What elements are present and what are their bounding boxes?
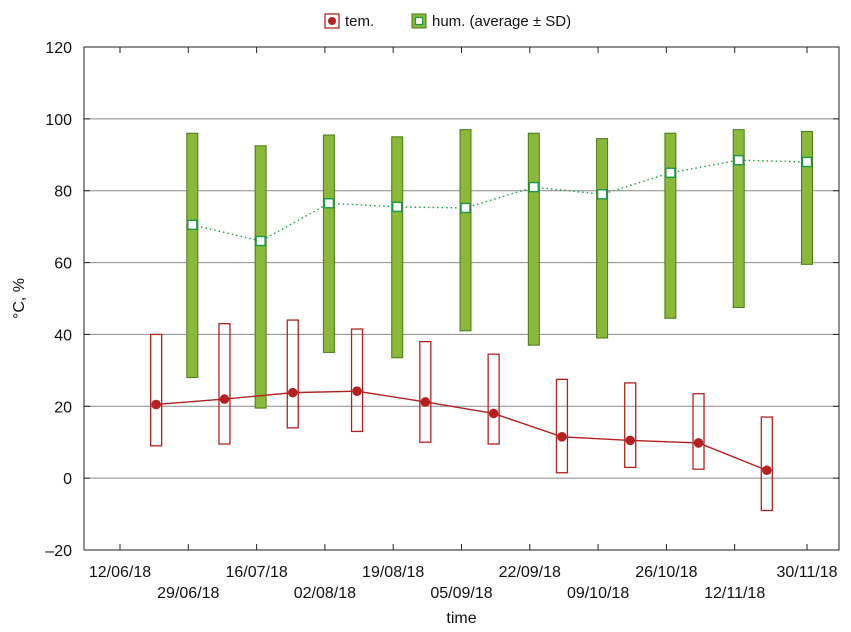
y-tick-label: 120 — [45, 40, 72, 57]
legend: tem. hum. (average ± SD) — [324, 13, 571, 30]
hum-mean-marker — [528, 181, 540, 193]
hum-range-bar — [322, 134, 335, 353]
hum-mean-marker — [733, 154, 744, 166]
x-tick-label: 26/10/18 — [635, 564, 697, 581]
legend-item-tem: tem. — [324, 13, 374, 30]
tem-range-box — [692, 393, 705, 470]
hum-mean-marker — [460, 202, 471, 214]
tem-mean-marker — [488, 408, 499, 419]
hum-range-bar — [732, 129, 745, 308]
plot-frame — [83, 46, 840, 551]
legend-marker-hum — [414, 16, 424, 26]
hum-mean-marker — [801, 156, 813, 168]
x-tick-label: 12/11/18 — [704, 585, 765, 602]
tem-range-box — [760, 416, 773, 512]
x-tick-label: 16/07/18 — [225, 564, 287, 581]
tem-range-box — [624, 382, 637, 469]
tem-mean-marker — [420, 397, 431, 407]
tem-mean-marker — [693, 438, 704, 448]
x-tick-label: 30/11/18 — [776, 564, 837, 581]
tem-range-box — [150, 333, 163, 447]
x-tick-label: 05/09/18 — [430, 585, 492, 602]
tem-mean-marker — [151, 399, 161, 410]
hum-range-bar — [254, 145, 267, 409]
tem-mean-marker — [352, 386, 362, 396]
x-tick-label: 02/08/18 — [294, 585, 356, 602]
hum-mean-marker — [323, 198, 335, 209]
tem-mean-marker — [287, 387, 298, 398]
tem-mean-marker — [219, 394, 230, 404]
hum-range-bar — [664, 132, 677, 319]
x-tick-label: 29/06/18 — [157, 585, 219, 602]
y-tick-label: 20 — [54, 399, 72, 416]
hum-range-bar — [459, 129, 472, 332]
hum-range-bar — [391, 136, 404, 359]
x-tick-label: 12/06/18 — [89, 564, 151, 581]
tem-range-box — [350, 328, 364, 433]
tem-range-box — [487, 353, 500, 445]
y-tick-label: 60 — [54, 256, 72, 273]
x-tick-label: 09/10/18 — [567, 585, 629, 602]
hum-range-bar — [527, 132, 540, 346]
y-tick-label: 0 — [63, 471, 72, 488]
tem-range-box — [218, 322, 231, 445]
y-axis-label: °C, % — [11, 278, 28, 319]
hum-mean-marker — [255, 235, 266, 247]
legend-marker-tem — [328, 17, 336, 25]
legend-label-hum: hum. (average ± SD) — [432, 13, 571, 30]
hum-range-bar — [596, 138, 609, 339]
x-axis-label: time — [446, 610, 476, 627]
y-tick-label: 80 — [54, 184, 72, 201]
tem-mean-line — [156, 390, 768, 471]
hum-range-bar — [186, 132, 199, 379]
y-tick-label: –20 — [45, 543, 72, 560]
legend-item-hum: hum. (average ± SD) — [411, 13, 571, 30]
x-tick-label: 22/09/18 — [499, 564, 561, 581]
tem-mean-marker — [625, 435, 636, 446]
tem-range-box — [555, 378, 569, 474]
legend-label-tem: tem. — [345, 13, 374, 30]
grid — [84, 118, 839, 479]
x-tick-label: 19/08/18 — [362, 564, 424, 581]
y-tick-label: 100 — [45, 112, 72, 129]
hum-mean-marker — [596, 189, 608, 200]
hum-mean-marker — [187, 219, 198, 231]
hum-mean-line — [192, 159, 808, 242]
hum-range-bar — [801, 130, 813, 265]
series-layer — [150, 129, 813, 512]
hum-mean-marker — [392, 201, 403, 213]
tem-mean-marker — [762, 465, 772, 476]
hum-mean-marker — [665, 167, 676, 178]
axis-ticks: –20 0 20 40 60 80 100 120 12/06/18 29/06/18 16/07/… — [45, 40, 839, 602]
tem-mean-marker — [557, 432, 567, 442]
tem-range-box — [419, 340, 432, 443]
y-tick-label: 40 — [54, 327, 72, 344]
tem-range-box — [286, 319, 299, 429]
